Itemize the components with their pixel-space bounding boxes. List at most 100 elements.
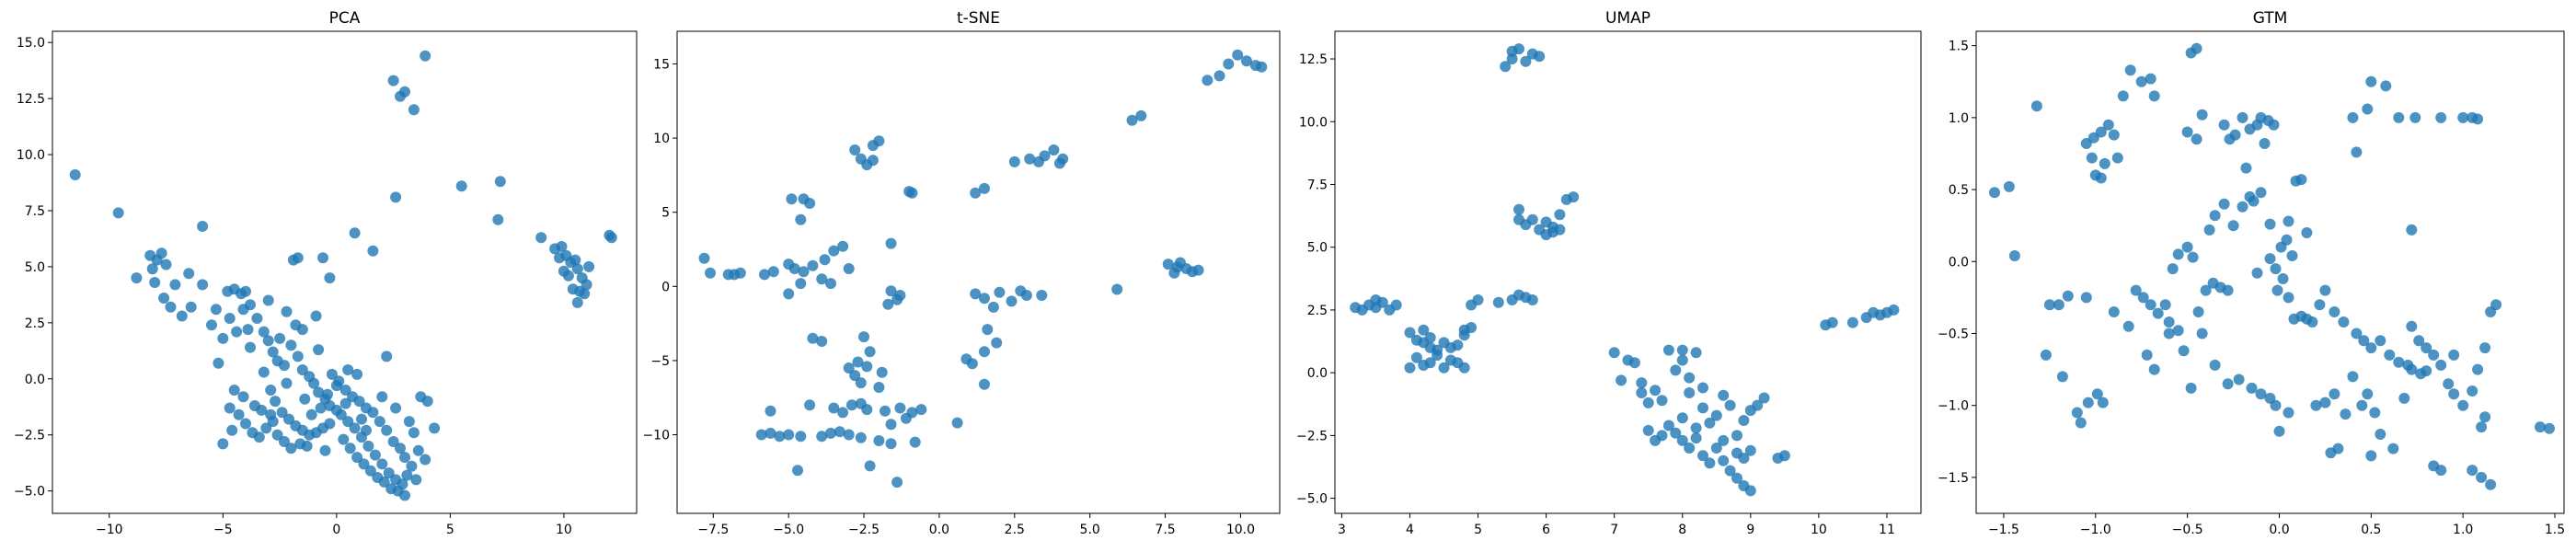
data-point bbox=[299, 393, 311, 405]
data-point bbox=[342, 416, 354, 428]
data-point bbox=[315, 402, 327, 414]
data-point bbox=[2167, 263, 2179, 275]
data-point bbox=[317, 252, 328, 264]
data-point bbox=[406, 460, 418, 472]
data-point bbox=[401, 469, 413, 481]
data-point bbox=[492, 213, 504, 225]
data-point bbox=[2111, 152, 2123, 164]
data-point bbox=[322, 388, 333, 400]
data-point bbox=[819, 254, 831, 266]
data-point bbox=[313, 386, 325, 398]
data-point bbox=[160, 259, 172, 270]
y-tick-label: 10.0 bbox=[17, 148, 45, 163]
data-point bbox=[213, 357, 224, 369]
data-point bbox=[339, 397, 351, 409]
data-point bbox=[1356, 304, 1368, 316]
data-point bbox=[885, 237, 897, 249]
axes-frame bbox=[676, 30, 1281, 514]
data-point bbox=[1162, 259, 1174, 270]
data-point bbox=[1642, 397, 1654, 408]
data-point bbox=[2369, 407, 2381, 419]
data-point bbox=[342, 364, 354, 375]
chart-title: PCA bbox=[329, 9, 361, 28]
y-tick-label: 10 bbox=[653, 132, 670, 146]
data-point bbox=[861, 404, 873, 416]
data-point bbox=[2082, 397, 2094, 408]
data-point bbox=[197, 221, 209, 232]
data-point bbox=[734, 267, 746, 279]
data-point bbox=[1650, 385, 1662, 397]
y-tick-label: 5.0 bbox=[1307, 241, 1328, 256]
data-point bbox=[1438, 362, 1450, 374]
data-point bbox=[2030, 100, 2042, 112]
data-point bbox=[1662, 420, 1674, 431]
data-point bbox=[226, 424, 238, 436]
data-point bbox=[2108, 306, 2120, 317]
data-point bbox=[210, 304, 222, 316]
data-point bbox=[2152, 307, 2164, 319]
data-point bbox=[2264, 218, 2276, 230]
data-point bbox=[285, 339, 297, 351]
data-point bbox=[843, 429, 855, 441]
data-point bbox=[2187, 251, 2199, 263]
data-point bbox=[1710, 409, 1722, 421]
scatter-points bbox=[1350, 43, 1900, 497]
data-point bbox=[338, 433, 350, 445]
data-point bbox=[1554, 209, 1566, 221]
data-point bbox=[169, 279, 181, 291]
data-point bbox=[816, 273, 828, 285]
data-point bbox=[804, 399, 816, 411]
data-point bbox=[240, 285, 251, 297]
data-point bbox=[979, 293, 990, 305]
data-point bbox=[864, 460, 876, 472]
data-point bbox=[231, 326, 243, 338]
data-point bbox=[376, 391, 388, 403]
data-point bbox=[296, 364, 308, 375]
data-point bbox=[571, 263, 583, 275]
data-point bbox=[237, 304, 249, 316]
data-point bbox=[301, 440, 313, 452]
data-point bbox=[1111, 283, 1123, 295]
data-point bbox=[1628, 357, 1640, 369]
y-tick-label: 12.5 bbox=[1299, 52, 1328, 67]
data-point bbox=[906, 187, 918, 199]
data-point bbox=[2259, 138, 2271, 149]
data-point bbox=[324, 418, 336, 430]
data-point bbox=[2435, 359, 2447, 371]
data-point bbox=[2130, 284, 2142, 296]
data-point bbox=[376, 458, 388, 470]
data-point bbox=[2544, 422, 2555, 434]
data-point bbox=[535, 232, 547, 244]
data-point bbox=[2240, 162, 2252, 174]
data-point bbox=[2338, 316, 2350, 328]
data-point bbox=[2380, 80, 2392, 92]
data-point bbox=[1778, 450, 1790, 462]
data-point bbox=[1888, 304, 1900, 316]
data-point bbox=[605, 232, 617, 244]
data-point bbox=[387, 436, 399, 447]
x-tick-label: −10 bbox=[96, 523, 123, 537]
data-point bbox=[224, 313, 236, 324]
y-tick-label: −10 bbox=[642, 429, 670, 443]
x-tick-label: 5.0 bbox=[1080, 523, 1100, 537]
data-point bbox=[982, 324, 994, 336]
data-point bbox=[245, 341, 256, 353]
scatter-points bbox=[69, 50, 617, 501]
data-point bbox=[2356, 399, 2368, 411]
data-point bbox=[2406, 363, 2418, 375]
data-point bbox=[867, 155, 879, 167]
x-tick-label: 3 bbox=[1338, 523, 1346, 537]
data-point bbox=[1718, 389, 1730, 401]
data-point bbox=[313, 344, 325, 356]
data-point bbox=[281, 377, 293, 389]
data-point bbox=[381, 351, 393, 362]
data-point bbox=[2365, 342, 2377, 354]
data-point bbox=[792, 465, 803, 477]
data-point bbox=[2056, 371, 2068, 383]
data-point bbox=[1718, 454, 1730, 466]
data-point bbox=[1192, 264, 1204, 276]
data-point bbox=[324, 272, 336, 284]
data-point bbox=[2329, 388, 2340, 400]
data-point bbox=[1868, 306, 1880, 318]
data-point bbox=[1744, 444, 1756, 456]
